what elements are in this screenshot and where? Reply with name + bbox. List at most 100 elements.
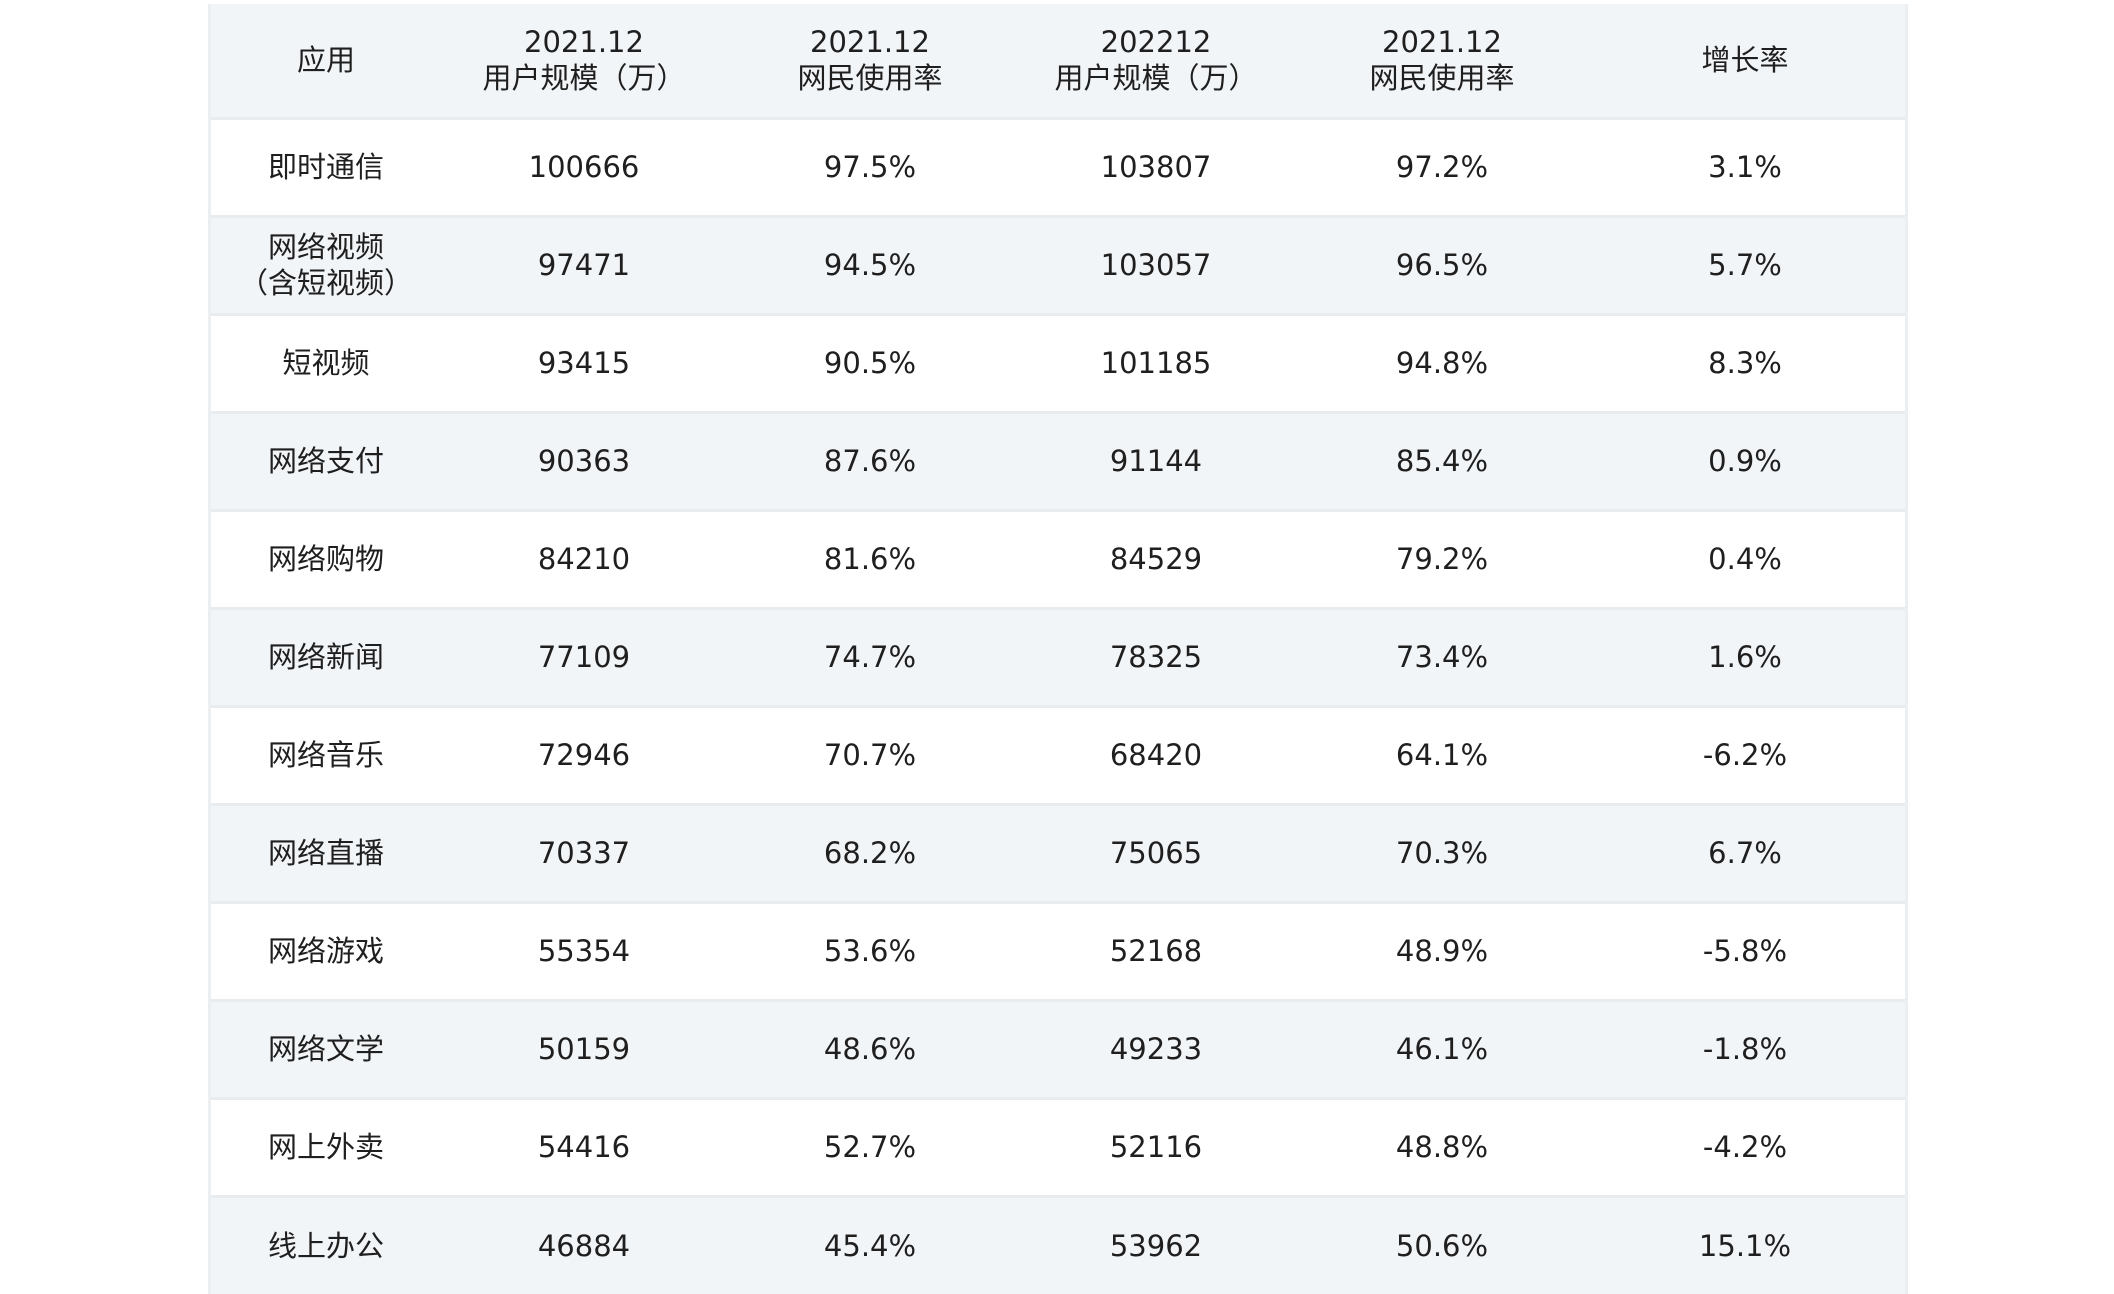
app-name: 网络购物 xyxy=(267,542,384,576)
cell-users-2021: 46884 xyxy=(537,1228,631,1263)
cell-users-2022: 91144 xyxy=(1109,444,1203,478)
cell-rate-2022: 48.9% xyxy=(1395,934,1489,968)
cell-rate-2022: 70.3% xyxy=(1395,836,1489,870)
cell-growth: 3.1% xyxy=(1708,150,1782,184)
cell-users-2022: 52168 xyxy=(1109,934,1203,968)
cell-users-2022: 68420 xyxy=(1109,738,1203,772)
cell-growth: 8.3% xyxy=(1708,346,1782,380)
cell-app: 网上外卖 xyxy=(211,1098,441,1196)
header-cell-rate-2022: 2021.12 网民使用率 xyxy=(1299,4,1585,118)
header-growth-line1: 增长率 xyxy=(1701,43,1789,78)
header-rate-2022-line1: 2021.12 xyxy=(1382,25,1502,60)
table-row: 网络支付 90363 87.6% 91144 85.4% 0.9% xyxy=(211,412,1905,510)
cell-rate-2022: 64.1% xyxy=(1395,738,1489,772)
cell-growth: -4.2% xyxy=(1702,1130,1788,1164)
cell-rate-2022: 96.5% xyxy=(1395,248,1489,282)
cell-users-2021: 77109 xyxy=(537,640,631,674)
cell-app: 即时通信 xyxy=(211,118,441,216)
cell-app: 网络音乐 xyxy=(211,706,441,804)
cell-rate-2021: 90.5% xyxy=(823,346,917,380)
table-row: 网络音乐 72946 70.7% 68420 64.1% -6.2% xyxy=(211,706,1905,804)
cell-users-2022: 53962 xyxy=(1109,1228,1203,1263)
cell-users-2021: 90363 xyxy=(537,444,631,478)
app-name: 网络文学 xyxy=(267,1032,384,1066)
cell-users-2021: 54416 xyxy=(537,1130,631,1164)
cell-app: 网络支付 xyxy=(211,412,441,510)
cell-rate-2022: 73.4% xyxy=(1395,640,1489,674)
cell-users-2022: 103807 xyxy=(1100,150,1212,184)
cell-growth: -6.2% xyxy=(1702,738,1788,772)
app-name: 网络游戏 xyxy=(267,934,384,968)
header-app-line1: 应用 xyxy=(296,43,355,78)
table-row: 网络直播 70337 68.2% 75065 70.3% 6.7% xyxy=(211,804,1905,902)
cell-growth: 6.7% xyxy=(1708,836,1782,870)
cell-rate-2021: 81.6% xyxy=(823,542,917,576)
cell-rate-2021: 74.7% xyxy=(823,640,917,674)
cell-growth: 0.4% xyxy=(1708,542,1782,576)
cell-growth: -5.8% xyxy=(1702,934,1788,968)
cell-users-2021: 93415 xyxy=(537,346,631,380)
header-row: 应用 2021.12 用户规模（万） 2021.12 网民使用率 202212 … xyxy=(211,4,1905,118)
table-row: 短视频 93415 90.5% 101185 94.8% 8.3% xyxy=(211,314,1905,412)
header-users-2021-line1: 2021.12 xyxy=(524,25,644,60)
cell-app: 网络游戏 xyxy=(211,902,441,1000)
header-cell-rate-2021: 2021.12 网民使用率 xyxy=(727,4,1013,118)
cell-rate-2021: 87.6% xyxy=(823,444,917,478)
cell-users-2022: 103057 xyxy=(1100,248,1212,282)
header-cell-growth: 增长率 xyxy=(1585,4,1905,118)
app-name: 网上外卖 xyxy=(267,1130,384,1164)
data-table-container: 应用 2021.12 用户规模（万） 2021.12 网民使用率 202212 … xyxy=(208,4,1908,1294)
cell-users-2022: 101185 xyxy=(1100,346,1212,380)
cell-app: 网络直播 xyxy=(211,804,441,902)
header-cell-app: 应用 xyxy=(211,4,441,118)
cell-users-2021: 55354 xyxy=(537,934,631,968)
cell-users-2022: 78325 xyxy=(1109,640,1203,674)
cell-rate-2022: 94.8% xyxy=(1395,346,1489,380)
cell-rate-2021: 48.6% xyxy=(823,1032,917,1066)
cell-rate-2022: 85.4% xyxy=(1395,444,1489,478)
cell-users-2022: 75065 xyxy=(1109,836,1203,870)
header-rate-2021-line2: 网民使用率 xyxy=(797,61,943,96)
cell-growth: 5.7% xyxy=(1708,248,1782,282)
table-row: 网上外卖 54416 52.7% 52116 48.8% -4.2% xyxy=(211,1098,1905,1196)
cell-app: 短视频 xyxy=(211,314,441,412)
table-row: 网络游戏 55354 53.6% 52168 48.9% -5.8% xyxy=(211,902,1905,1000)
cell-app: 网络视频 （含短视频） xyxy=(211,216,441,314)
app-name-note: （含短视频） xyxy=(238,266,413,300)
header-users-2022-line2: 用户规模（万） xyxy=(1054,61,1258,96)
header-users-2022-line1: 202212 xyxy=(1100,25,1212,60)
app-name: 网络新闻 xyxy=(267,640,384,674)
cell-users-2021: 70337 xyxy=(537,836,631,870)
table-body: 即时通信 100666 97.5% 103807 97.2% 3.1% 网络视频 （含短视频）… xyxy=(211,118,1905,1294)
cell-app: 线上办公 xyxy=(211,1196,441,1294)
app-name: 线上办公 xyxy=(267,1228,384,1263)
app-name: 即时通信 xyxy=(267,150,384,184)
cell-rate-2021: 52.7% xyxy=(823,1130,917,1164)
app-name: 网络音乐 xyxy=(267,738,384,772)
cell-rate-2021: 68.2% xyxy=(823,836,917,870)
app-name: 网络支付 xyxy=(267,444,384,478)
table-row: 网络购物 84210 81.6% 84529 79.2% 0.4% xyxy=(211,510,1905,608)
cell-growth: 1.6% xyxy=(1708,640,1782,674)
cell-app: 网络新闻 xyxy=(211,608,441,706)
cell-rate-2022: 48.8% xyxy=(1395,1130,1489,1164)
cell-rate-2022: 79.2% xyxy=(1395,542,1489,576)
cell-users-2022: 52116 xyxy=(1109,1130,1203,1164)
header-cell-users-2021: 2021.12 用户规模（万） xyxy=(441,4,727,118)
cell-users-2021: 100666 xyxy=(528,150,640,184)
table-row: 即时通信 100666 97.5% 103807 97.2% 3.1% xyxy=(211,118,1905,216)
app-name: 网络直播 xyxy=(267,836,384,870)
table-row: 网络视频 （含短视频） 97471 94.5% 103057 96.5% 5.7% xyxy=(211,216,1905,314)
app-name: 网络视频 xyxy=(267,230,384,264)
cell-users-2021: 72946 xyxy=(537,738,631,772)
app-name: 短视频 xyxy=(282,346,370,380)
app-usage-table: 应用 2021.12 用户规模（万） 2021.12 网民使用率 202212 … xyxy=(211,4,1905,1294)
cell-rate-2021: 53.6% xyxy=(823,934,917,968)
cell-rate-2022: 46.1% xyxy=(1395,1032,1489,1066)
header-rate-2022-line2: 网民使用率 xyxy=(1369,61,1515,96)
cell-users-2021: 84210 xyxy=(537,542,631,576)
cell-users-2021: 97471 xyxy=(537,248,631,282)
cell-app: 网络购物 xyxy=(211,510,441,608)
header-users-2021-line2: 用户规模（万） xyxy=(482,61,686,96)
table-row: 网络文学 50159 48.6% 49233 46.1% -1.8% xyxy=(211,1000,1905,1098)
